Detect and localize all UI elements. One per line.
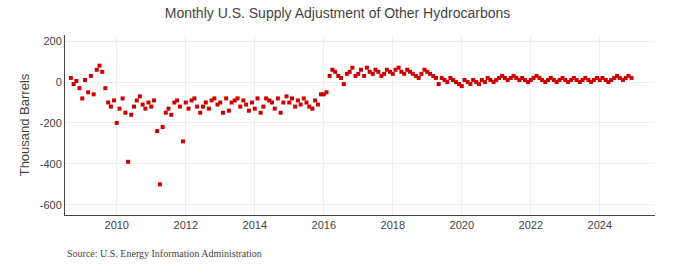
svg-text:0: 0	[56, 76, 62, 88]
svg-text:2020: 2020	[450, 219, 474, 231]
svg-text:Monthly U.S. Supply Adjustment: Monthly U.S. Supply Adjustment of Other …	[165, 5, 511, 21]
svg-text:2014: 2014	[243, 219, 267, 231]
svg-text:2012: 2012	[174, 219, 198, 231]
svg-text:2022: 2022	[519, 219, 543, 231]
svg-text:200: 200	[43, 35, 61, 47]
svg-text:2024: 2024	[588, 219, 612, 231]
svg-text:-600: -600	[40, 199, 62, 211]
svg-text:Source: U.S. Energy Informatio: Source: U.S. Energy Information Administ…	[67, 248, 262, 259]
svg-text:2018: 2018	[381, 219, 405, 231]
svg-text:2016: 2016	[312, 219, 336, 231]
svg-text:-400: -400	[40, 158, 62, 170]
svg-text:Thousand Barrels: Thousand Barrels	[17, 73, 32, 176]
svg-text:2010: 2010	[105, 219, 129, 231]
svg-text:-200: -200	[40, 117, 62, 129]
